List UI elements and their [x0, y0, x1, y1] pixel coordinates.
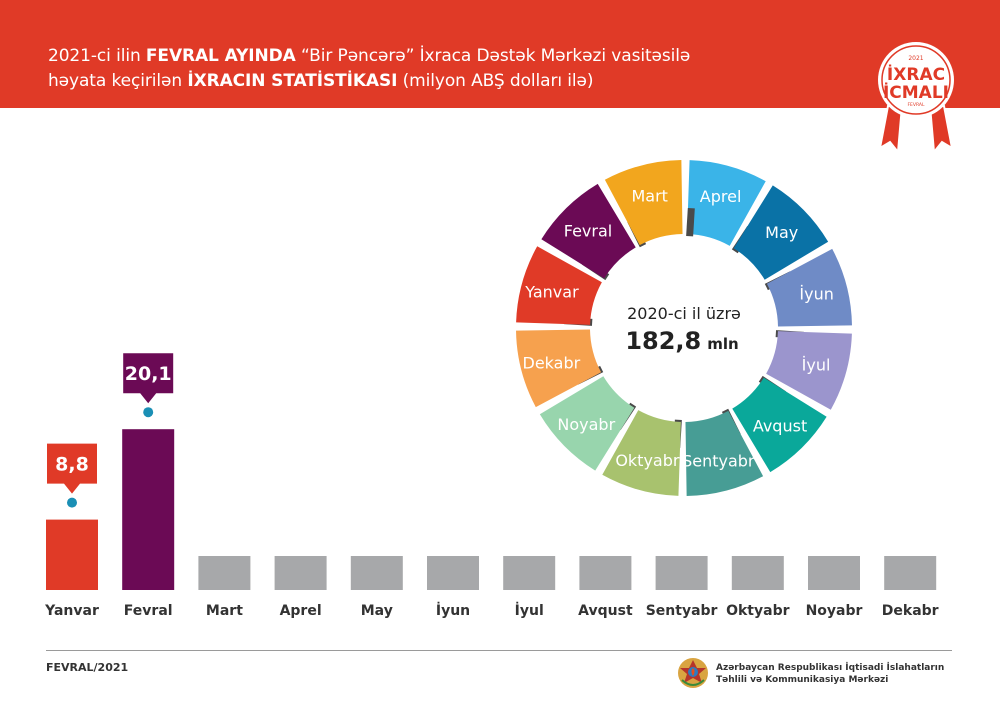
title-line-1-post: “Bir Pəncərə” İxraca Dəstək Mərkəzi vasi…	[295, 46, 691, 66]
chart-area: Aprel May İyun İyul Avqust Sentyabr Oktyabr Noy…	[0, 108, 1000, 707]
footer-divider	[46, 650, 952, 651]
footer-org-line-1: Azərbaycan Respublikası İqtisadi İslahat…	[716, 663, 945, 673]
bar-3	[198, 556, 251, 590]
wheel-segment-7	[602, 410, 681, 496]
value-callout-1	[47, 443, 97, 494]
wheel-center-total: 182,8 mln	[625, 327, 738, 355]
bar-9	[655, 556, 708, 590]
x-tick-label-8: Avqust	[578, 603, 633, 619]
x-tick-label-10: Oktyabr	[726, 603, 789, 619]
title-line-2-bold: İXRACIN STATİSTİKASI	[187, 71, 398, 91]
footer-organization: Azərbaycan Respublikası İqtisadi İslahat…	[716, 662, 944, 686]
x-tick-label-12: Dekabr	[882, 603, 939, 619]
title-line-1: 2021-ci ilin FEVRAL AYINDA “Bir Pəncərə”…	[48, 44, 690, 69]
wheel-center-caption: 2020-ci il üzrə	[627, 304, 741, 323]
wheel-segment-9	[516, 329, 602, 408]
bar-12	[884, 556, 937, 590]
wheel-label-3: İyun	[799, 285, 833, 304]
x-tick-label-11: Noyabr	[806, 603, 863, 619]
title-line-1-bold: FEVRAL AYINDA	[145, 46, 296, 66]
value-callout-2	[123, 353, 174, 404]
x-tick-label-1: Yanvar	[44, 603, 99, 619]
title-line-1-pre: 2021-ci ilin	[48, 46, 146, 66]
wheel-center-unit: mln	[707, 335, 738, 353]
bar-6	[427, 556, 479, 590]
x-tick-label-2: Fevral	[124, 603, 173, 619]
badge-line-2: İCMALI	[883, 81, 949, 103]
wheel-label-2: May	[765, 223, 798, 242]
wheel-label-5: Avqust	[753, 417, 807, 436]
coat-of-arms-icon	[678, 658, 708, 688]
wheel-segment-4	[766, 331, 852, 410]
year-wheel: Aprel May İyun İyul Avqust SentyabrOktyabrNoy…	[516, 160, 852, 496]
wheel-label-11: Fevral	[564, 221, 612, 240]
bar-4	[274, 556, 327, 590]
wheel-connector-12	[686, 208, 695, 237]
bar-11	[808, 556, 860, 590]
bar-1	[46, 519, 98, 590]
x-tick-label-5: May	[361, 603, 393, 619]
wheel-segment-12	[604, 160, 683, 246]
wheel-label-6: Sentyabr	[682, 452, 755, 471]
wheel-segment-8	[539, 376, 635, 471]
bar-2	[122, 429, 175, 590]
title-line-2-post: (milyon ABŞ dolları ilə)	[397, 71, 594, 91]
bars: Yanvar 8,8 Fevral 20,1 Mart Aprel May İyun İyul A…	[44, 353, 939, 619]
wheel-label-1: Aprel	[700, 187, 742, 206]
wheel-segment-1	[687, 160, 766, 246]
bar-10	[731, 556, 784, 590]
badge-line-1: İXRAC	[887, 63, 945, 85]
x-tick-label-7: İyul	[515, 602, 544, 619]
wheel-segment-3	[766, 248, 852, 327]
wheel-segment-6	[685, 410, 764, 496]
wheel-label-4: İyul	[802, 356, 831, 375]
ixrac-icmali-badge: 2021 İXRAC İCMALI FEVRAL	[878, 42, 954, 155]
wheel-label-8: Noyabr	[557, 415, 615, 434]
x-tick-label-9: Sentyabr	[646, 603, 718, 619]
bar-7	[503, 556, 556, 590]
wheel-segment-10	[516, 246, 602, 325]
title-line-2: həyata keçirilən İXRACIN STATİSTİKASI (m…	[48, 69, 690, 94]
bar-8	[579, 556, 632, 590]
value-dot-2	[143, 407, 154, 418]
badge-year: 2021	[908, 55, 923, 62]
x-tick-label-3: Mart	[206, 603, 243, 619]
wheel-center	[598, 242, 770, 414]
wheel-label-10: Yanvar	[524, 282, 579, 301]
x-tick-label-4: Aprel	[280, 603, 322, 619]
wheel-center-value: 182,8	[625, 327, 701, 355]
wheel-segment-5	[732, 377, 827, 473]
wheel-label-7: Oktyabr	[615, 451, 680, 470]
monthly-export-chart: AprelMayİyunİyulAvqustSentyabrOktyabrNoy…	[44, 160, 939, 619]
data-label-2: 20,1	[125, 363, 172, 385]
footer-org-line-2: Təhlili və Kommunikasiya Mərkəzi	[716, 675, 889, 685]
x-tick-label-6: İyun	[436, 602, 470, 619]
value-dot-1	[67, 497, 77, 508]
title-line-2-pre: həyata keçirilən	[48, 71, 188, 91]
badge-month: FEVRAL	[907, 102, 925, 108]
data-label-1: 8,8	[55, 454, 89, 476]
bar-5	[350, 556, 403, 590]
wheel-label-9: Dekabr	[523, 353, 581, 372]
header-banner	[0, 0, 1000, 108]
wheel-label-12: Mart	[631, 186, 667, 205]
page-title: 2021-ci ilin FEVRAL AYINDA “Bir Pəncərə”…	[48, 44, 690, 94]
footer-date: FEVRAL/2021	[46, 661, 129, 674]
wheel-segment-2	[733, 185, 829, 280]
wheel-segment-11	[541, 183, 636, 279]
